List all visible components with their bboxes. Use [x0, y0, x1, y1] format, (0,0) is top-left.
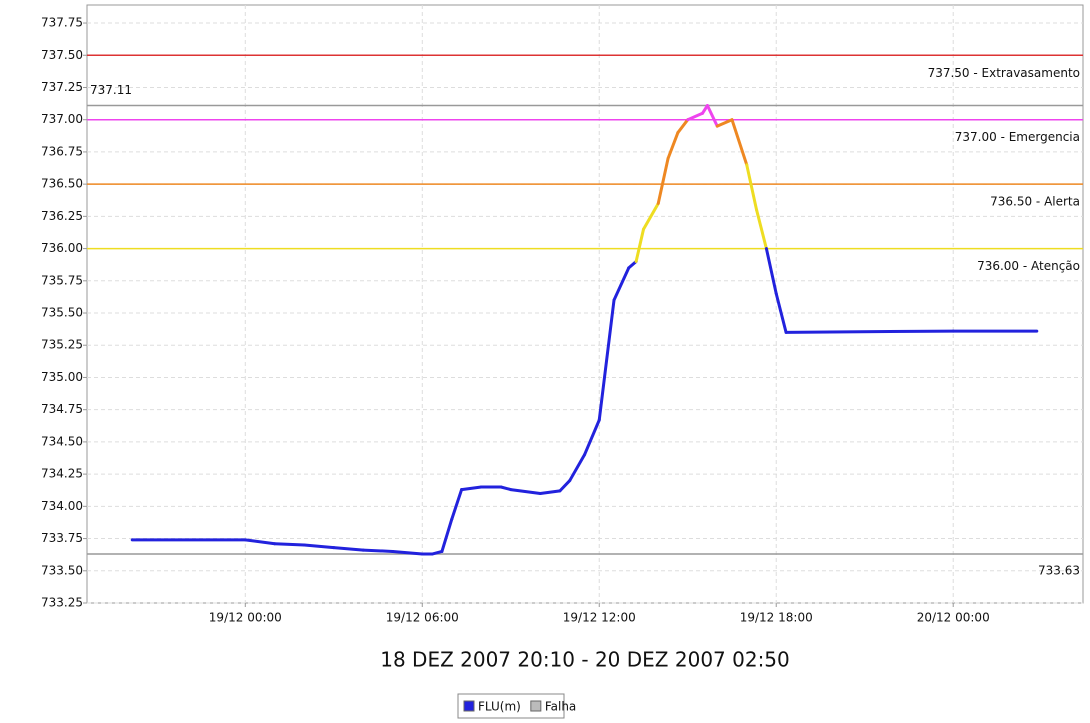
line-segment — [450, 488, 464, 521]
line-segment — [430, 549, 444, 556]
line-segment — [784, 329, 955, 334]
x-tick-label: 19/12 18:00 — [740, 611, 813, 625]
y-tick-label: 734.75 — [41, 402, 83, 416]
line-segment — [440, 517, 454, 553]
y-tick-label: 734.00 — [41, 499, 83, 513]
line-segment — [568, 453, 587, 483]
line-segment — [612, 266, 631, 302]
threshold-label: 737.50 - Extravasamento — [928, 66, 1080, 80]
reference-label: 733.63 — [1038, 564, 1080, 578]
line-segment — [634, 227, 646, 263]
line-segment — [583, 418, 601, 457]
line-segment — [302, 543, 336, 550]
line-segment — [705, 104, 719, 128]
plot-area — [86, 4, 1084, 604]
line-segment — [391, 549, 424, 556]
line-segment — [361, 548, 395, 553]
line-segment — [460, 485, 483, 492]
y-tick-label: 733.25 — [41, 596, 83, 610]
line-segment — [642, 201, 660, 231]
x-tick-label: 20/12 00:00 — [917, 611, 990, 625]
x-tick-label: 19/12 00:00 — [209, 611, 282, 625]
x-tick-label: 19/12 12:00 — [563, 611, 636, 625]
y-tick-label: 733.50 — [41, 563, 83, 577]
legend-label: FLU(m) — [478, 700, 521, 714]
threshold-label: 737.00 - Emergencia — [955, 130, 1080, 144]
y-tick-label: 735.25 — [41, 338, 83, 352]
line-segment — [745, 163, 759, 212]
line-segment — [755, 208, 768, 251]
line-segment — [273, 542, 306, 547]
legend-label: Falha — [545, 700, 576, 714]
y-tick-label: 733.75 — [41, 531, 83, 545]
line-segment — [499, 485, 513, 492]
line-segment — [676, 118, 690, 135]
y-tick-label: 734.25 — [41, 467, 83, 481]
line-segment — [656, 156, 670, 205]
line-segment — [627, 259, 638, 270]
threshold-label: 736.50 - Alerta — [990, 195, 1080, 209]
y-tick-label: 736.75 — [41, 144, 83, 158]
y-tick-label: 737.75 — [41, 16, 83, 30]
line-segment — [686, 111, 704, 122]
line-segment — [538, 489, 562, 495]
legend-swatch — [463, 700, 475, 712]
line-segment — [243, 538, 277, 546]
line-segment — [558, 479, 572, 493]
line-segment — [666, 131, 680, 160]
legend-swatch — [530, 700, 542, 712]
y-tick-label: 735.50 — [41, 306, 83, 320]
y-tick-label: 735.75 — [41, 273, 83, 287]
y-tick-label: 737.25 — [41, 80, 83, 94]
chart-title: 18 DEZ 2007 20:10 - 20 DEZ 2007 02:50 — [380, 648, 790, 672]
y-tick-label: 736.25 — [41, 209, 83, 223]
line-segment — [332, 546, 365, 552]
line-segment — [715, 118, 734, 128]
y-tick-label: 736.00 — [41, 241, 83, 255]
line-segment — [764, 247, 778, 296]
y-tick-label: 736.50 — [41, 177, 83, 191]
line-segment — [774, 292, 788, 334]
y-tick-label: 734.50 — [41, 434, 83, 448]
threshold-label: 736.00 - Atenção — [977, 259, 1080, 273]
line-segment — [597, 298, 616, 422]
y-tick-label: 735.00 — [41, 370, 83, 384]
y-tick-label: 737.50 — [41, 48, 83, 62]
y-tick-label: 737.00 — [41, 112, 83, 126]
reference-label: 737.11 — [90, 83, 132, 97]
legend-box — [457, 693, 565, 719]
line-segment — [509, 488, 542, 495]
x-tick-label: 19/12 06:00 — [386, 611, 459, 625]
line-segment — [730, 118, 749, 167]
